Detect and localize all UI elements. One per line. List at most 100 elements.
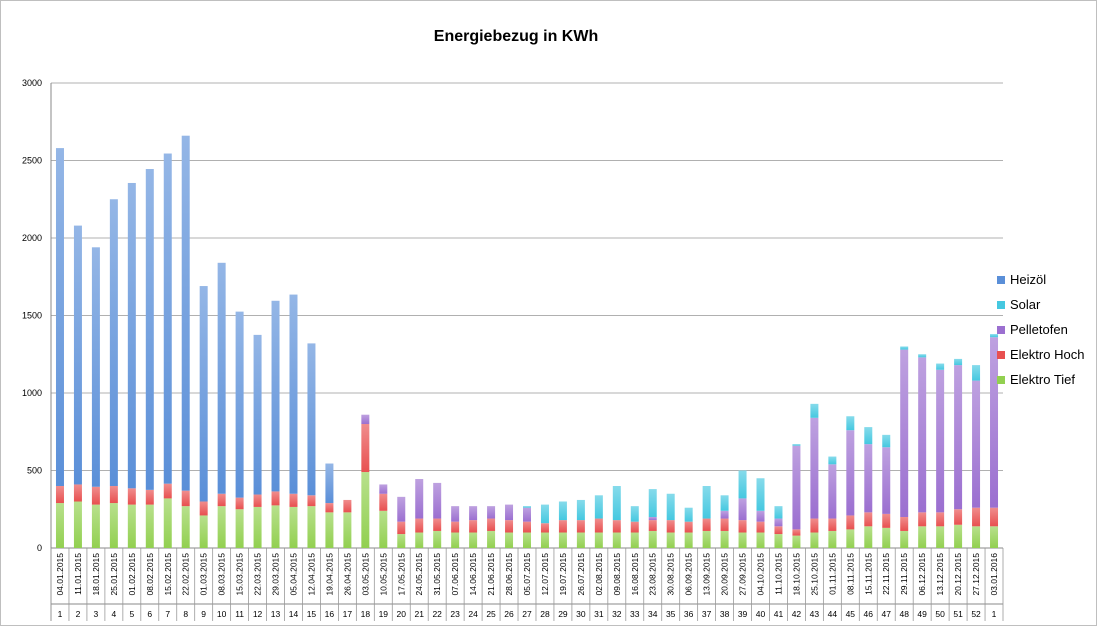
bar-segment (792, 445, 801, 530)
bar-segment (882, 434, 891, 448)
legend-item-elektro-tief: Elektro Tief (997, 373, 1084, 398)
legend-item-pelletofen: Pelletofen (997, 323, 1084, 348)
bar-segment (307, 495, 316, 507)
bar-segment (361, 472, 370, 548)
bar-segment (864, 512, 873, 527)
legend-swatch (997, 276, 1005, 284)
bar-segment (199, 286, 208, 502)
x-date-label: 05.04.2015 (288, 553, 298, 596)
bar-segment (648, 530, 657, 548)
x-date-label: 17.05.2015 (396, 553, 406, 596)
bar-segment (271, 505, 280, 548)
x-week-label: 37 (702, 609, 712, 619)
bar-segment (846, 529, 855, 548)
bar-segment (864, 526, 873, 548)
bar-segment (666, 532, 675, 548)
bar-segment (361, 424, 370, 473)
bar-segment (792, 529, 801, 536)
x-date-label: 26.04.2015 (342, 553, 352, 596)
bar-segment (505, 520, 514, 533)
bar-segment (199, 515, 208, 548)
legend-swatch (997, 326, 1005, 334)
bar-segment (307, 506, 316, 548)
bar-segment (379, 493, 388, 511)
bar-segment (756, 510, 765, 522)
x-week-label: 29 (558, 609, 568, 619)
x-date-label: 15.03.2015 (235, 553, 245, 596)
bar-segment (738, 470, 747, 499)
bar-segment (145, 169, 154, 490)
bar-segment (918, 512, 927, 527)
x-week-label: 50 (935, 609, 945, 619)
x-date-label: 14.06.2015 (468, 553, 478, 596)
bar-segment (738, 520, 747, 533)
x-date-label: 15.11.2015 (863, 553, 873, 595)
x-week-label: 16 (325, 609, 335, 619)
bar-segment (576, 532, 585, 548)
x-date-label: 02.08.2015 (594, 553, 604, 596)
legend-label: Elektro Tief (1010, 372, 1076, 387)
x-date-label: 19.07.2015 (558, 553, 568, 596)
bar-segment (900, 349, 909, 517)
x-week-label: 14 (289, 609, 299, 619)
x-date-label: 31.05.2015 (432, 553, 442, 596)
bar-segment (145, 504, 154, 548)
bar-segment (954, 509, 963, 525)
bar-segment (882, 527, 891, 548)
bar-segment (325, 512, 334, 548)
bar-segment (379, 510, 388, 548)
x-week-label: 23 (450, 609, 460, 619)
bar-segment (271, 300, 280, 492)
x-week-label: 39 (738, 609, 748, 619)
bar-segment (558, 501, 567, 521)
bar-segment (289, 294, 298, 494)
bar-segment (720, 495, 729, 511)
bar-segment (576, 520, 585, 533)
x-date-label: 20.12.2015 (953, 553, 963, 596)
bar-segment (91, 504, 100, 548)
x-date-label: 30.08.2015 (666, 553, 676, 596)
bar-segment (109, 199, 118, 486)
bar-segment (990, 337, 999, 508)
bar-segment (882, 513, 891, 528)
bar-segment (774, 526, 783, 535)
bar-segment (127, 504, 136, 548)
bar-segment (325, 463, 334, 504)
bar-segment (990, 526, 999, 548)
x-week-label: 31 (594, 609, 604, 619)
bar-segment (810, 518, 819, 533)
bar-segment (540, 532, 549, 548)
bar-segment (73, 501, 82, 548)
x-date-label: 27.09.2015 (738, 553, 748, 596)
bar-segment (253, 494, 262, 507)
bar-segment (163, 153, 172, 484)
x-date-label: 28.06.2015 (504, 553, 514, 596)
x-week-label: 5 (129, 609, 134, 619)
bar-segment (684, 532, 693, 548)
legend-item-solar: Solar (997, 298, 1084, 323)
bar-segment (487, 518, 496, 531)
chart-legend: Heizöl Solar Pelletofen Elektro Hoch Ele… (997, 273, 1084, 398)
bar-segment (594, 518, 603, 533)
bar-segment (684, 521, 693, 533)
bar-segment (558, 532, 567, 548)
x-week-label: 26 (504, 609, 514, 619)
bar-segment (828, 530, 837, 548)
x-date-label: 13.09.2015 (702, 553, 712, 596)
bar-segment (415, 532, 424, 548)
bar-segment (684, 507, 693, 522)
x-week-label: 18 (361, 609, 371, 619)
x-week-label: 15 (307, 609, 317, 619)
bar-segment (505, 532, 514, 548)
x-date-label: 11.10.2015 (773, 553, 783, 595)
y-tick-label: 1500 (22, 311, 42, 321)
bar-segment (630, 521, 639, 533)
y-tick-label: 1000 (22, 388, 42, 398)
x-week-label: 46 (864, 609, 874, 619)
bar-segment (666, 493, 675, 521)
x-week-label: 17 (343, 609, 353, 619)
x-week-label: 13 (271, 609, 281, 619)
x-date-label: 21.06.2015 (486, 553, 496, 596)
x-week-label: 51 (953, 609, 963, 619)
x-date-label: 29.03.2015 (271, 553, 281, 596)
